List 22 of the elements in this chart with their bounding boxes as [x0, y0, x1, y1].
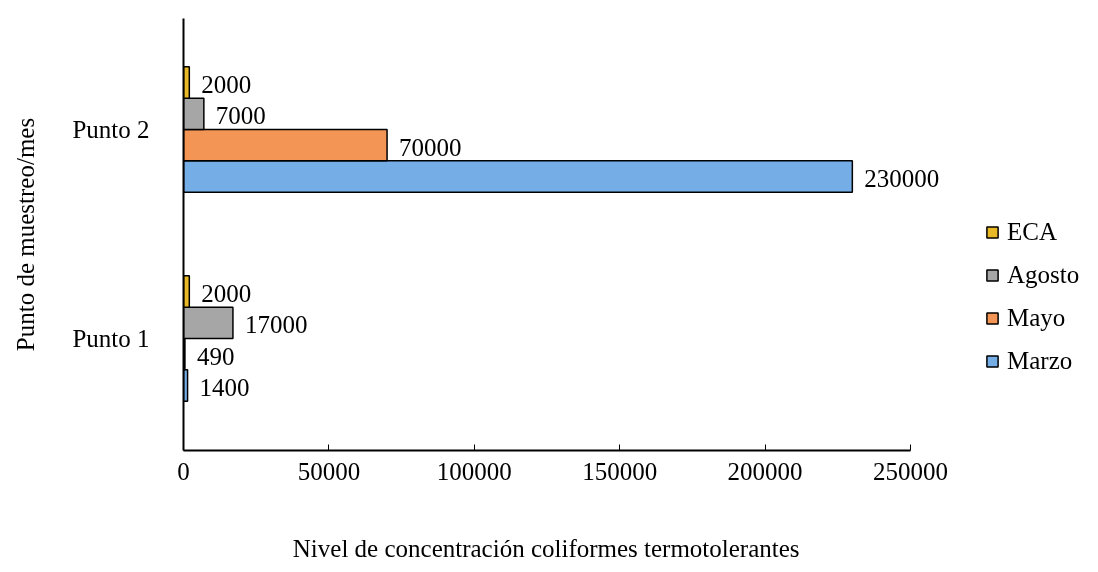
x-tick-label: 250000 [873, 457, 948, 485]
y-tick-label: Punto 1 [72, 324, 150, 352]
x-axis-title: Nivel de concentración coliformes termotolerantes [292, 534, 800, 562]
y-tick-label: Punto 2 [72, 115, 150, 143]
legend-label: Marzo [1007, 347, 1073, 375]
x-tick-label: 200000 [727, 457, 803, 485]
data-label: 2000 [201, 70, 252, 98]
y-axis-title: Punto de muestreo/mes [12, 117, 40, 352]
data-label: 7000 [215, 102, 266, 130]
data-label: 17000 [244, 311, 308, 339]
x-tick-label: 150000 [582, 457, 658, 485]
x-tick-label: 100000 [436, 457, 512, 485]
x-tick-label: 0 [177, 457, 190, 485]
data-label: 230000 [864, 165, 940, 192]
data-label: 490 [196, 342, 235, 370]
legend-label: ECA [1007, 218, 1057, 246]
legend-label: Agosto [1007, 261, 1080, 289]
x-tick-label: 50000 [297, 457, 361, 485]
data-label: 2000 [201, 279, 252, 307]
data-label: 1400 [199, 374, 250, 401]
data-label: 70000 [399, 133, 462, 161]
legend-label: Mayo [1007, 304, 1066, 332]
